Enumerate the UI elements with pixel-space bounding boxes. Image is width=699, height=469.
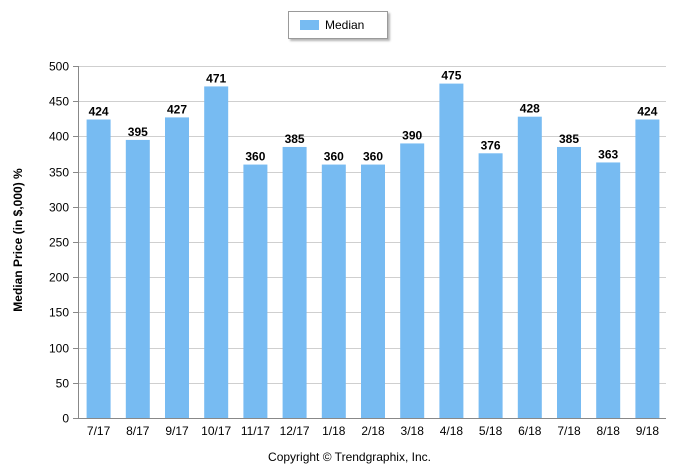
x-axis-ticks: 7/17 8/17 9/17 10/17 11/17 12/17 1/18 2/18 3/18 4…: [87, 424, 659, 438]
data-label: 363: [598, 147, 618, 161]
x-tick-label: 1/18: [322, 424, 346, 438]
data-label: 390: [402, 128, 422, 142]
bar: [86, 119, 111, 418]
data-label: 428: [520, 102, 540, 116]
bar: [204, 86, 229, 418]
bar: [125, 139, 150, 419]
y-tick-label: 450: [49, 95, 69, 109]
y-tick-label: 150: [49, 306, 69, 320]
x-tick-label: 12/17: [280, 424, 310, 438]
data-label: 385: [559, 132, 579, 146]
data-label: 395: [128, 125, 148, 139]
x-tick-label: 4/18: [440, 424, 464, 438]
y-axis-ticks: 0 50 100 150 200 250 300 350 400 450 500: [49, 60, 78, 426]
y-tick-label: 50: [56, 377, 70, 391]
y-axis-label: Median Price (in $,000) %: [11, 168, 25, 312]
legend-swatch: [300, 20, 319, 30]
bar: [517, 116, 542, 419]
x-tick-label: 3/18: [401, 424, 425, 438]
data-label: 424: [637, 105, 657, 119]
bar: [596, 162, 621, 418]
bar: [282, 146, 307, 418]
data-label: 360: [363, 150, 383, 164]
y-tick-label: 0: [62, 412, 69, 426]
y-tick-label: 250: [49, 236, 69, 250]
y-tick-label: 200: [49, 271, 69, 285]
data-label: 360: [245, 150, 265, 164]
data-label: 424: [89, 105, 109, 119]
bar: [635, 119, 660, 418]
bar: [439, 83, 464, 418]
y-tick-label: 100: [49, 342, 69, 356]
legend-label-median: Median: [325, 18, 365, 32]
x-tick-label: 8/17: [126, 424, 150, 438]
data-labels: 424 395 427 471 360 385 360 360 390 475 376 428 385 3…: [89, 69, 658, 164]
bar: [243, 164, 268, 418]
data-label: 360: [324, 150, 344, 164]
data-label: 376: [481, 138, 501, 152]
y-tick-label: 400: [49, 130, 69, 144]
y-tick-label: 300: [49, 201, 69, 215]
y-tick-label: 500: [49, 60, 69, 74]
bar: [321, 164, 346, 418]
bar: [400, 143, 425, 418]
x-tick-label: 7/17: [87, 424, 111, 438]
x-tick-label: 7/18: [557, 424, 581, 438]
legend: Median: [288, 11, 388, 39]
bar: [165, 117, 189, 418]
data-label: 427: [167, 102, 187, 116]
x-tick-label: 6/18: [518, 424, 542, 438]
bar: [478, 153, 503, 418]
axes: [78, 66, 666, 419]
bar: [557, 146, 581, 418]
copyright-footer: Copyright © Trendgraphix, Inc.: [268, 450, 431, 464]
x-tick-label: 5/18: [479, 424, 503, 438]
x-tick-label: 9/18: [636, 424, 660, 438]
data-label: 385: [285, 132, 305, 146]
x-tick-label: 9/17: [165, 424, 189, 438]
bars: [86, 83, 660, 419]
x-tick-label: 8/18: [597, 424, 621, 438]
x-tick-label: 10/17: [201, 424, 231, 438]
x-tick-label: 11/17: [241, 424, 270, 438]
y-tick-label: 350: [49, 166, 69, 180]
data-label: 471: [206, 71, 226, 85]
data-label: 475: [441, 69, 461, 83]
x-tick-label: 2/18: [361, 424, 385, 438]
bar: [361, 164, 385, 418]
